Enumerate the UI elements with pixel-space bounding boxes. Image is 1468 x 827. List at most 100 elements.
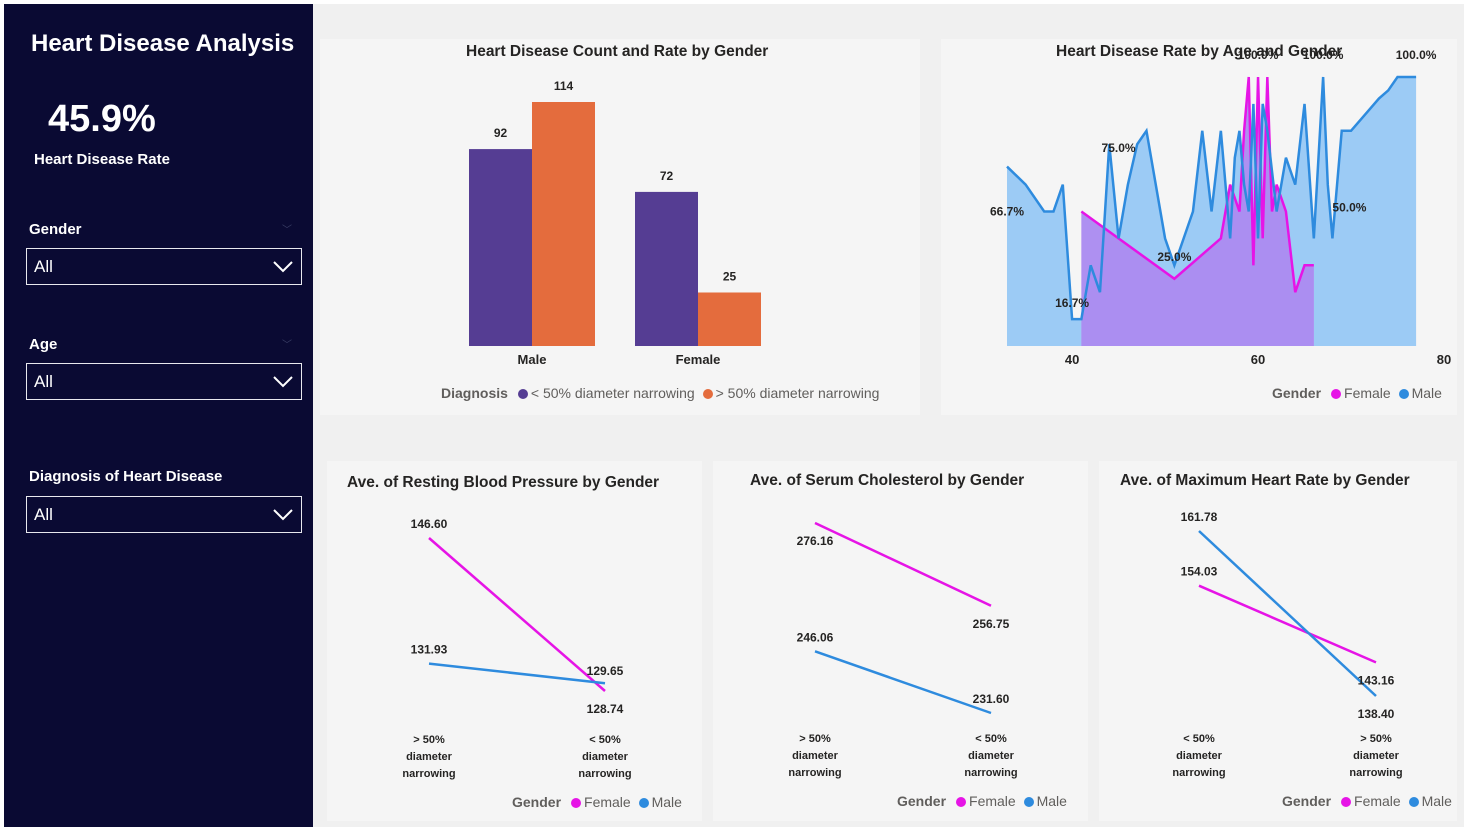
line-chart: 276.16 246.06 256.75 231.60 > 50% diameter nar… bbox=[788, 521, 1018, 779]
data-label: 131.93 bbox=[411, 643, 448, 657]
chart-title: Ave. of Serum Cholesterol by Gender bbox=[750, 472, 1025, 489]
slicer-diagnosis-label: Diagnosis of Heart Disease bbox=[29, 468, 223, 485]
data-label: 161.78 bbox=[1181, 510, 1218, 524]
dashboard-title: Heart Disease Analysis bbox=[31, 30, 295, 57]
series-line[interactable] bbox=[814, 650, 992, 715]
chart-title: Heart Disease Rate by Age and Gender bbox=[1056, 43, 1343, 60]
data-label: 50.0% bbox=[1332, 201, 1366, 215]
data-label: 143.16 bbox=[1358, 673, 1395, 687]
series-line[interactable] bbox=[1198, 584, 1377, 664]
legend-item[interactable]: > 50% diameter narrowing bbox=[715, 385, 880, 401]
legend-item[interactable]: < 50% diameter narrowing bbox=[530, 385, 695, 401]
slicer-age-label: Age bbox=[29, 336, 58, 353]
legend-dot bbox=[1331, 389, 1342, 399]
chart-legend: Gender Female Male bbox=[1282, 793, 1452, 809]
category-label: < 50% diameter narrowing bbox=[1172, 733, 1225, 779]
data-label: 92 bbox=[494, 126, 508, 140]
series-line[interactable] bbox=[1198, 530, 1377, 697]
data-label: 72 bbox=[660, 169, 674, 183]
chart-legend: Diagnosis < 50% diameter narrowing > 50% … bbox=[441, 385, 879, 401]
legend-dot bbox=[1341, 797, 1352, 807]
line-chart-panel-hr[interactable]: Ave. of Maximum Heart Rate by Gender 154… bbox=[1099, 461, 1457, 821]
slicer-age-value: All bbox=[34, 372, 53, 391]
legend-title: Gender bbox=[1282, 793, 1332, 809]
category-label: < 50% diameter narrowing bbox=[578, 734, 631, 780]
data-label: 246.06 bbox=[797, 630, 834, 644]
legend-dot bbox=[1023, 797, 1034, 807]
legend-dot bbox=[571, 798, 582, 808]
chart-legend: Gender Female Male bbox=[897, 793, 1067, 809]
legend-item[interactable]: Female bbox=[1344, 385, 1391, 401]
kpi-label: Heart Disease Rate bbox=[34, 151, 170, 168]
data-label: 66.7% bbox=[990, 205, 1024, 219]
x-tick-label: 80 bbox=[1437, 352, 1451, 367]
bar[interactable] bbox=[635, 191, 698, 346]
chart-legend: Gender Female Male bbox=[512, 794, 682, 810]
chevron-down-icon bbox=[273, 509, 293, 521]
legend-dot bbox=[702, 389, 713, 399]
series-line[interactable] bbox=[814, 521, 992, 607]
chevron-down-icon bbox=[273, 376, 293, 388]
bar-chart-panel[interactable]: Heart Disease Count and Rate by Gender 9… bbox=[320, 39, 920, 415]
legend-title: Gender bbox=[512, 794, 562, 810]
x-tick-label: 60 bbox=[1251, 352, 1265, 367]
legend-item[interactable]: Male bbox=[651, 794, 682, 810]
bar[interactable] bbox=[532, 102, 595, 346]
data-label: 100.0% bbox=[1303, 48, 1344, 62]
bar[interactable] bbox=[698, 292, 761, 346]
category-label: Male bbox=[518, 352, 547, 367]
sidebar: Heart Disease Analysis 45.9% Heart Disea… bbox=[4, 4, 313, 827]
legend-title: Gender bbox=[1272, 385, 1322, 401]
data-label: 276.16 bbox=[797, 534, 834, 548]
bar[interactable] bbox=[469, 149, 532, 346]
legend-item[interactable]: Female bbox=[1354, 793, 1401, 809]
data-label: 256.75 bbox=[973, 617, 1010, 631]
line-chart-panel-chol[interactable]: Ave. of Serum Cholesterol by Gender 276.… bbox=[713, 461, 1088, 821]
legend-item[interactable]: Male bbox=[1421, 793, 1452, 809]
legend-item[interactable]: Male bbox=[1036, 793, 1067, 809]
report-canvas: Heart Disease Count and Rate by Gender 9… bbox=[313, 4, 1464, 827]
kpi-value: 45.9% bbox=[48, 98, 156, 140]
data-label: 129.65 bbox=[587, 664, 624, 678]
legend-title: Gender bbox=[897, 793, 947, 809]
data-label: 231.60 bbox=[973, 692, 1010, 706]
legend-item[interactable]: Female bbox=[584, 794, 631, 810]
area-overlap bbox=[1081, 77, 1314, 346]
data-label: 75.0% bbox=[1102, 141, 1136, 155]
data-label: 25.0% bbox=[1157, 250, 1191, 264]
legend-dot bbox=[638, 798, 649, 808]
chart-title: Heart Disease Count and Rate by Gender bbox=[466, 43, 769, 60]
category-label: > 50% diameter narrowing bbox=[788, 733, 841, 779]
series-line[interactable] bbox=[428, 537, 606, 692]
area-chart-panel[interactable]: Heart Disease Rate by Age and Gender 40 6… bbox=[941, 39, 1457, 415]
legend-dot bbox=[1398, 389, 1409, 399]
chevron-down-icon[interactable]: ﹀ bbox=[282, 340, 292, 351]
chevron-down-icon[interactable]: ﹀ bbox=[282, 225, 292, 236]
series-line[interactable] bbox=[428, 662, 606, 685]
legend-item[interactable]: Male bbox=[1411, 385, 1442, 401]
slicer-gender-dropdown[interactable]: All bbox=[26, 248, 302, 285]
legend-dot bbox=[1408, 797, 1419, 807]
data-label: 146.60 bbox=[411, 517, 448, 531]
data-label: 16.7% bbox=[1055, 296, 1089, 310]
category-label: > 50% diameter narrowing bbox=[1349, 733, 1402, 779]
data-label: 100.0% bbox=[1396, 48, 1437, 62]
slicer-gender-label: Gender bbox=[29, 221, 82, 238]
slicer-diagnosis-value: All bbox=[34, 505, 53, 524]
chart-title: Ave. of Maximum Heart Rate by Gender bbox=[1120, 472, 1410, 489]
slicer-diagnosis-dropdown[interactable]: All bbox=[26, 496, 302, 533]
legend-item[interactable]: Female bbox=[969, 793, 1016, 809]
slicer-gender-value: All bbox=[34, 257, 53, 276]
legend-dot bbox=[517, 389, 528, 399]
data-label: 100.0% bbox=[1238, 48, 1279, 62]
area-chart: 40 60 80 66.7% 75.0% 16.7% 25.0% 100.0% 100.0% 10… bbox=[990, 48, 1451, 367]
chevron-down-icon bbox=[273, 261, 293, 273]
category-label: > 50% diameter narrowing bbox=[402, 734, 455, 780]
legend-dot bbox=[956, 797, 967, 807]
chart-legend: Gender Female Male bbox=[1272, 385, 1442, 401]
line-chart: 154.03 161.78 143.16 138.40 < 50% diameter nar… bbox=[1172, 510, 1402, 779]
line-chart-panel-bp[interactable]: Ave. of Resting Blood Pressure by Gender… bbox=[327, 461, 702, 821]
line-male[interactable] bbox=[1006, 75, 1417, 321]
slicer-age-dropdown[interactable]: All bbox=[26, 363, 302, 400]
category-label: < 50% diameter narrowing bbox=[964, 733, 1017, 779]
